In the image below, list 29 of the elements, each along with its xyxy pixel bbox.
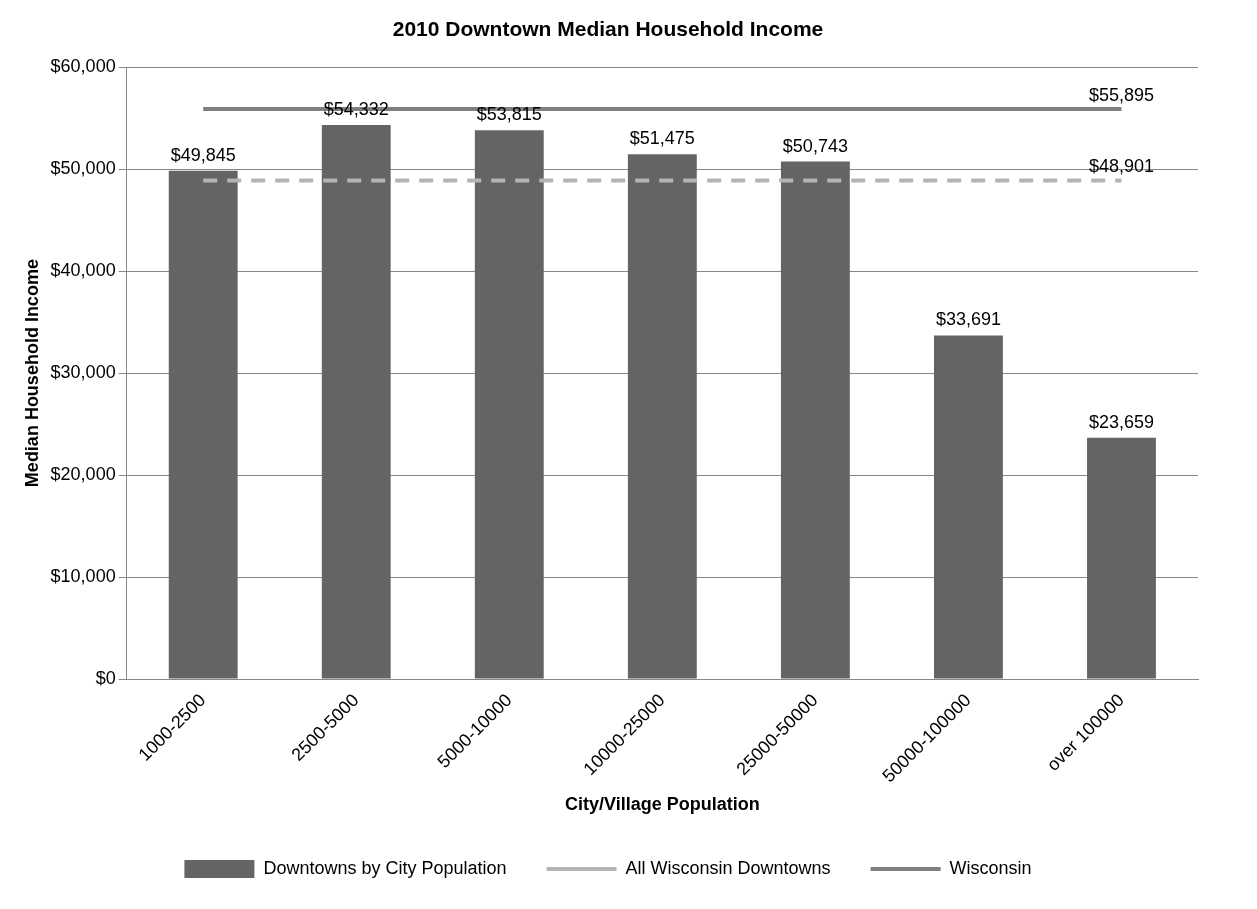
x-axis-title: City/Village Population <box>564 794 760 815</box>
data-label: $54,332 <box>323 98 389 119</box>
y-tick-label: $0 <box>95 667 116 688</box>
y-tick-label: $60,000 <box>50 56 116 77</box>
data-label: $51,475 <box>629 128 695 149</box>
legend-label: Downtowns by City Population <box>263 857 507 878</box>
bar <box>1087 437 1156 679</box>
y-axis-title: Median Household Income <box>21 259 42 488</box>
y-tick-label: $30,000 <box>50 362 116 383</box>
bar <box>933 335 1003 679</box>
bar <box>474 130 544 679</box>
y-tick-label: $40,000 <box>50 260 116 281</box>
bar <box>321 125 391 679</box>
y-tick-label: $10,000 <box>50 566 116 587</box>
data-label: $23,659 <box>1088 411 1155 432</box>
bar <box>627 154 697 679</box>
y-tick-label: $50,000 <box>50 158 116 179</box>
data-label: $48,901 <box>1088 156 1155 177</box>
data-label: $55,895 <box>1088 85 1155 106</box>
y-tick-label: $20,000 <box>50 464 116 485</box>
data-label: $33,691 <box>935 309 1001 330</box>
bar <box>168 170 238 679</box>
data-label: $53,815 <box>476 104 542 125</box>
data-label: $50,743 <box>782 135 848 156</box>
chart-title: 2010 Downtown Median Household Income <box>392 17 824 41</box>
legend-label: All Wisconsin Downtowns <box>625 857 831 878</box>
data-label: $49,845 <box>170 144 236 165</box>
legend-label: Wisconsin <box>949 857 1032 878</box>
bar <box>780 161 850 679</box>
